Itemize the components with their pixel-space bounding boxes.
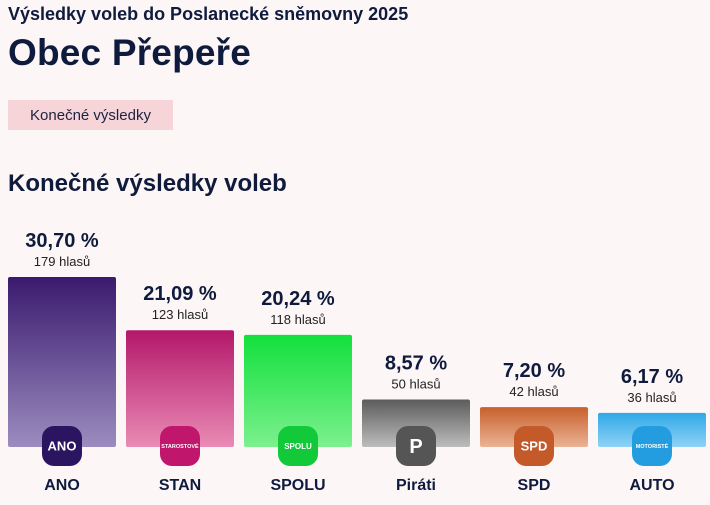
votes-label-spd: 42 hlasů [509, 384, 558, 399]
category-label-spolu: SPOLU [270, 477, 325, 494]
final-results-badge[interactable]: Konečné výsledky [8, 100, 173, 130]
category-label-spd: SPD [518, 477, 551, 494]
votes-label-piráti: 50 hlasů [391, 377, 440, 392]
category-label-stan: STAN [159, 477, 201, 494]
category-label-ano: ANO [44, 477, 80, 494]
category-label-piráti: Piráti [396, 477, 436, 494]
value-label-ano: 30,70 % [25, 230, 99, 252]
votes-label-spolu: 118 hlasů [270, 312, 325, 327]
value-label-piráti: 8,57 % [385, 353, 447, 375]
svg-text:ANO: ANO [48, 439, 77, 454]
spolu-logo-icon: SPOLU [278, 426, 318, 466]
value-label-stan: 21,09 % [143, 283, 217, 305]
svg-text:P: P [409, 436, 422, 458]
votes-label-auto: 36 hlasů [627, 390, 676, 405]
svg-text:SPD: SPD [521, 439, 548, 454]
bar-ano [8, 277, 116, 447]
page-title: Obec Přepeře [8, 32, 252, 73]
svg-text:SPOLU: SPOLU [284, 442, 312, 451]
pirati-logo-icon: P [396, 426, 436, 466]
bar-spolu [244, 334, 352, 447]
bar-piráti [362, 399, 470, 447]
value-label-auto: 6,17 % [621, 366, 683, 388]
bar-stan [126, 330, 234, 447]
ano-logo-icon: ANO [42, 426, 82, 466]
section-title: Konečné výsledky voleb [8, 170, 287, 197]
value-label-spd: 7,20 % [503, 360, 565, 382]
votes-label-stan: 123 hlasů [152, 307, 208, 322]
svg-text:STAROSTOVÉ: STAROSTOVÉ [161, 442, 199, 450]
stan-logo-icon: STAROSTOVÉ [160, 426, 200, 466]
votes-label-ano: 179 hlasů [34, 254, 90, 269]
category-label-auto: AUTO [629, 477, 674, 494]
spd-logo-icon: SPD [514, 426, 554, 466]
value-label-spolu: 20,24 % [261, 288, 335, 310]
svg-text:MOTORISTÉ: MOTORISTÉ [636, 442, 669, 450]
auto-logo-icon: MOTORISTÉ [632, 426, 672, 466]
page-subtitle: Výsledky voleb do Poslanecké sněmovny 20… [8, 4, 409, 24]
